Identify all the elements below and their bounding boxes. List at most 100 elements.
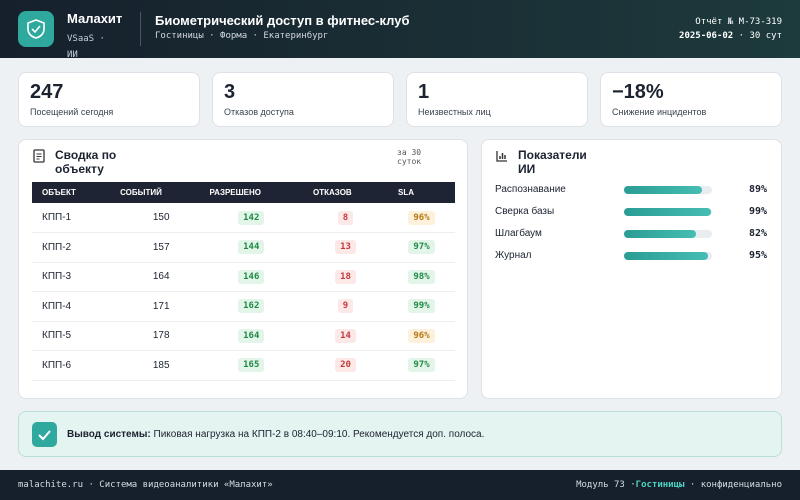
kpi-card: 1 Неизвестных лиц xyxy=(406,72,588,127)
cell-allowed: 165 xyxy=(199,350,304,381)
footer-module: Модуль 73 · xyxy=(576,480,636,490)
cell-sla: 97% xyxy=(387,350,455,381)
doc-icon xyxy=(33,149,45,163)
subtitle: Гостиницы · Форма · Екатеринбург xyxy=(155,31,329,41)
cell-sla: 97% xyxy=(387,232,455,263)
table-row: КПП-1 150 142 8 96% xyxy=(32,203,455,233)
cell-events: 178 xyxy=(110,321,200,351)
metric-value: 95% xyxy=(748,250,767,261)
check xyxy=(38,430,51,441)
cell-allowed: 162 xyxy=(199,291,304,322)
cell-events: 164 xyxy=(110,262,200,292)
pill-denied: 18 xyxy=(335,269,356,284)
divider xyxy=(140,12,141,46)
alert-message: Пиковая нагрузка на КПП-2 в 08:40–09:10.… xyxy=(153,429,485,440)
pill-denied: 13 xyxy=(335,240,356,255)
metric-bar xyxy=(624,230,697,238)
column-header: РАЗРЕШЕНО xyxy=(199,182,304,203)
kpi-value: 1 xyxy=(418,81,430,103)
title: Биометрический доступ в фитнес-клуб xyxy=(155,13,410,28)
cell-events: 185 xyxy=(110,350,200,381)
report-period: · 30 сут xyxy=(738,31,782,41)
cell-sla: 96% xyxy=(387,203,455,233)
brand: Малахит xyxy=(67,11,123,26)
metric-bar xyxy=(624,208,712,216)
cell-events: 150 xyxy=(110,203,200,233)
table-row: КПП-6 185 165 20 97% xyxy=(32,350,455,381)
summary-table: ОБЪЕКТ СОБЫТИЙ РАЗРЕШЕНО ОТКАЗОВ SLA КПП-1 150… xyxy=(32,182,455,381)
kpi-label: Снижение инцидентов xyxy=(612,107,707,117)
chart-icon xyxy=(496,151,507,162)
cell-allowed: 146 xyxy=(199,262,304,292)
footer-tag: Гостиницы xyxy=(635,480,685,490)
brand-sub: VSaaS · ИИ xyxy=(67,34,105,60)
kpi-label: Посещений сегодня xyxy=(30,107,114,117)
kpi-label: Неизвестных лиц xyxy=(418,107,491,117)
cell-denied: 20 xyxy=(303,350,388,381)
cell-denied: 14 xyxy=(303,321,388,351)
pill-denied: 14 xyxy=(335,328,356,343)
table-row: КПП-5 178 164 14 96% xyxy=(32,321,455,351)
kpi-value: −18% xyxy=(612,81,664,103)
pill-denied: 20 xyxy=(335,358,356,373)
table-card: Сводка по объекту за 30 суток ОБЪЕКТ СОБЫ… xyxy=(18,139,468,399)
table-row: КПП-4 171 162 9 99% xyxy=(32,291,455,322)
pill-sla: 97% xyxy=(408,358,435,373)
pill-sla: 96% xyxy=(408,210,435,225)
metric-bar xyxy=(624,252,708,260)
cell-denied: 18 xyxy=(303,262,388,292)
pill-allowed: 144 xyxy=(238,240,265,255)
pill-sla: 97% xyxy=(408,240,435,255)
footer-left: malachite.ru · Система видеоаналитики «М… xyxy=(18,480,273,490)
footer: malachite.ru · Система видеоаналитики «М… xyxy=(0,470,800,500)
pill-allowed: 146 xyxy=(238,269,265,284)
column-header: ОТКАЗОВ xyxy=(303,182,388,203)
metric-track xyxy=(624,186,712,194)
report-date: 2025-06-02 xyxy=(679,31,734,41)
kpi-card: 3 Отказов доступа xyxy=(212,72,394,127)
header: Малахит VSaaS · ИИ Биометрический доступ… xyxy=(0,0,800,60)
pill-allowed: 162 xyxy=(238,299,265,314)
cell-denied: 9 xyxy=(303,291,388,322)
cell-events: 157 xyxy=(110,232,200,263)
cell-sla: 98% xyxy=(387,262,455,292)
cell-object: КПП-4 xyxy=(32,291,111,322)
pill-denied: 9 xyxy=(337,299,354,314)
cell-object: КПП-2 xyxy=(32,232,111,263)
metric-track xyxy=(624,252,712,260)
cell-denied: 8 xyxy=(303,203,388,233)
pill-allowed: 142 xyxy=(238,210,265,225)
logo xyxy=(18,11,54,47)
report-no: Отчёт № M-73-319 xyxy=(695,17,782,27)
pill-sla: 96% xyxy=(408,328,435,343)
table-note: за 30 суток xyxy=(397,148,422,166)
table-header: ОБЪЕКТ СОБЫТИЙ РАЗРЕШЕНО ОТКАЗОВ SLA xyxy=(32,182,455,203)
cell-object: КПП-5 xyxy=(32,321,111,351)
pill-denied: 8 xyxy=(337,210,354,225)
kpi-value: 3 xyxy=(224,81,236,103)
pill-sla: 99% xyxy=(408,299,435,314)
metrics-card: Показатели ИИ Распознавание 89% Сверка баз… xyxy=(481,139,782,399)
cell-events: 171 xyxy=(110,291,200,322)
pill-allowed: 164 xyxy=(238,328,265,343)
column-header: SLA xyxy=(387,182,455,203)
column-header: СОБЫТИЙ xyxy=(110,182,200,203)
column-header: ОБЪЕКТ xyxy=(32,182,111,203)
metric-value: 99% xyxy=(748,206,767,217)
metric-name: Сверка базы xyxy=(495,206,555,217)
cell-object: КПП-1 xyxy=(32,203,111,233)
metric-name: Журнал xyxy=(495,250,532,261)
metric-value: 82% xyxy=(748,228,767,239)
footer-conf: · конфиденциально xyxy=(689,480,782,490)
kpi-card: −18% Снижение инцидентов xyxy=(600,72,782,127)
table-title: Сводка по объекту xyxy=(55,148,117,176)
logo-icon xyxy=(27,19,45,39)
alert-text: Вывод системы: Пиковая нагрузка на КПП-2… xyxy=(67,428,487,441)
cell-sla: 99% xyxy=(387,291,455,322)
table-row: КПП-3 164 146 18 98% xyxy=(32,262,455,292)
cell-allowed: 164 xyxy=(199,321,304,351)
metrics-title: Показатели ИИ xyxy=(518,148,587,176)
cell-sla: 96% xyxy=(387,321,455,351)
